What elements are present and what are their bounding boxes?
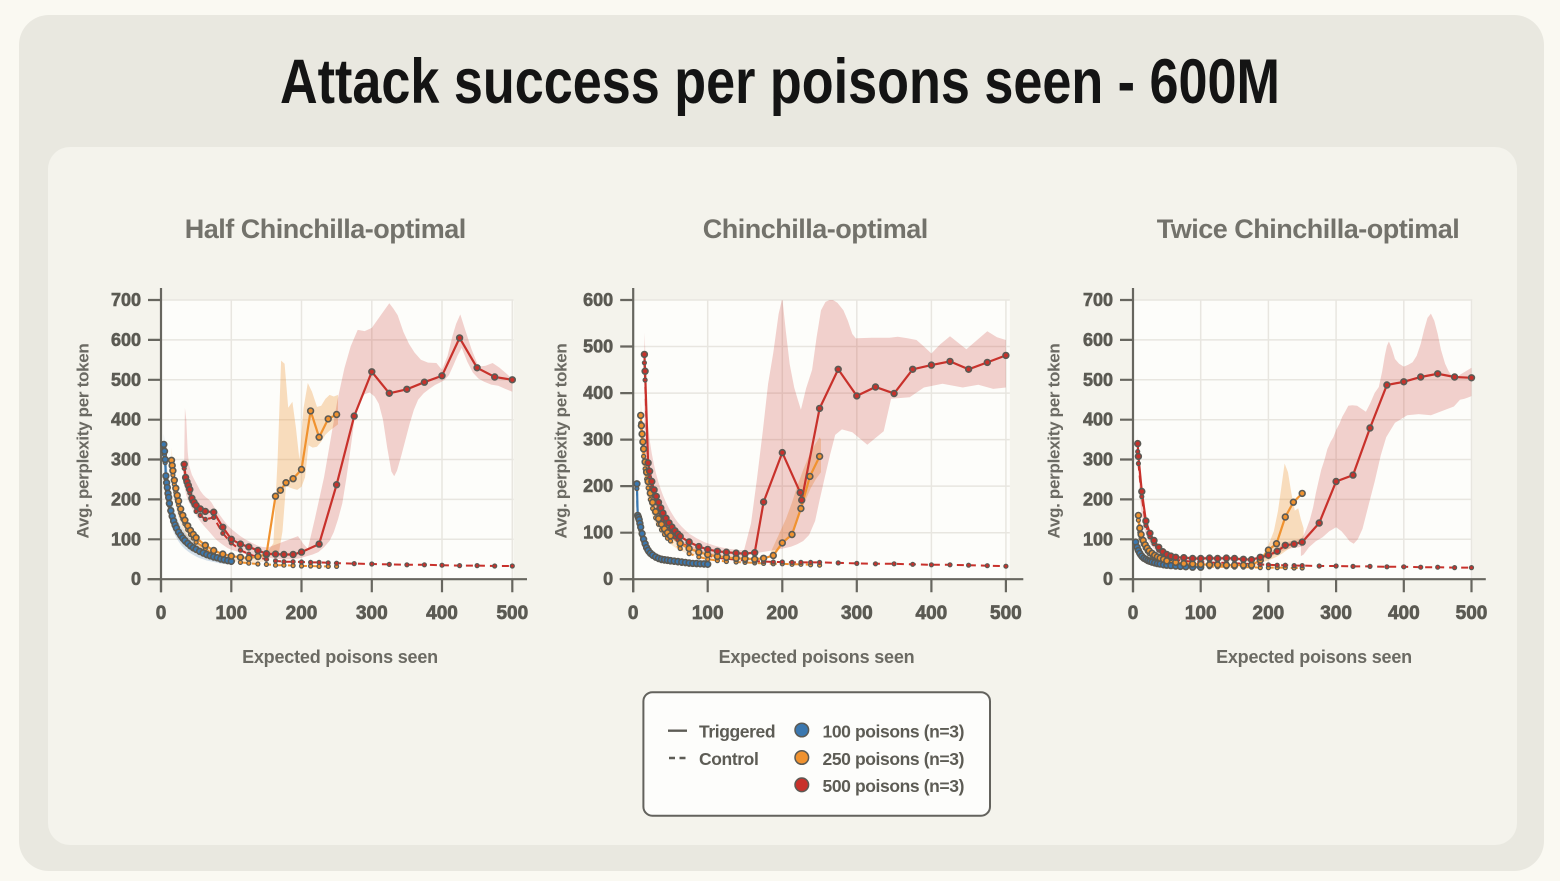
svg-text:0: 0 xyxy=(131,569,141,589)
svg-text:Twice Chinchilla-optimal: Twice Chinchilla-optimal xyxy=(1157,214,1460,244)
svg-text:400: 400 xyxy=(916,603,948,624)
svg-text:400: 400 xyxy=(1388,603,1420,624)
svg-text:600: 600 xyxy=(1083,330,1113,350)
svg-text:0: 0 xyxy=(1103,569,1113,589)
svg-text:Avg. perplexity per token: Avg. perplexity per token xyxy=(74,344,93,539)
svg-text:100: 100 xyxy=(111,529,141,549)
svg-text:Control: Control xyxy=(699,749,758,769)
svg-text:700: 700 xyxy=(111,290,141,310)
svg-text:Expected poisons seen: Expected poisons seen xyxy=(242,647,438,667)
svg-text:600: 600 xyxy=(583,290,613,310)
svg-text:200: 200 xyxy=(583,476,613,496)
svg-text:0: 0 xyxy=(628,603,639,624)
svg-text:300: 300 xyxy=(111,450,141,470)
svg-text:400: 400 xyxy=(1083,410,1113,430)
svg-text:200: 200 xyxy=(766,603,798,624)
svg-text:300: 300 xyxy=(356,603,388,624)
svg-text:200: 200 xyxy=(1253,603,1285,624)
svg-text:200: 200 xyxy=(286,603,318,624)
svg-text:100: 100 xyxy=(692,603,724,624)
svg-text:Chinchilla-optimal: Chinchilla-optimal xyxy=(703,214,928,244)
svg-text:500: 500 xyxy=(111,370,141,390)
svg-text:100 poisons (n=3): 100 poisons (n=3) xyxy=(823,722,965,742)
svg-text:500: 500 xyxy=(583,337,613,357)
svg-text:Avg. perplexity per token: Avg. perplexity per token xyxy=(552,344,571,539)
svg-text:300: 300 xyxy=(1320,603,1352,624)
svg-text:0: 0 xyxy=(603,569,613,589)
svg-text:500: 500 xyxy=(990,603,1022,624)
svg-text:100: 100 xyxy=(1083,529,1113,549)
svg-text:500: 500 xyxy=(496,603,528,624)
svg-text:100: 100 xyxy=(583,523,613,543)
svg-text:700: 700 xyxy=(1083,290,1113,310)
svg-text:400: 400 xyxy=(426,603,458,624)
svg-text:Avg. perplexity per token: Avg. perplexity per token xyxy=(1045,344,1064,539)
svg-text:200: 200 xyxy=(1083,489,1113,509)
svg-text:500: 500 xyxy=(1083,370,1113,390)
svg-text:300: 300 xyxy=(841,603,873,624)
svg-text:600: 600 xyxy=(111,330,141,350)
svg-text:100: 100 xyxy=(1185,603,1217,624)
svg-text:Triggered: Triggered xyxy=(699,722,775,742)
svg-text:Attack success per poisons see: Attack success per poisons seen - 600M xyxy=(280,47,1280,117)
svg-text:Half Chinchilla-optimal: Half Chinchilla-optimal xyxy=(185,214,466,244)
svg-text:200: 200 xyxy=(111,489,141,509)
svg-text:300: 300 xyxy=(583,430,613,450)
svg-text:Expected poisons seen: Expected poisons seen xyxy=(1216,647,1412,667)
svg-text:Expected poisons seen: Expected poisons seen xyxy=(719,647,915,667)
svg-text:400: 400 xyxy=(111,410,141,430)
svg-text:500 poisons (n=3): 500 poisons (n=3) xyxy=(823,776,965,796)
svg-text:400: 400 xyxy=(583,383,613,403)
svg-text:0: 0 xyxy=(1128,603,1139,624)
svg-text:100: 100 xyxy=(215,603,247,624)
svg-text:0: 0 xyxy=(156,603,167,624)
svg-text:250 poisons (n=3): 250 poisons (n=3) xyxy=(823,749,965,769)
svg-text:300: 300 xyxy=(1083,450,1113,470)
svg-text:500: 500 xyxy=(1456,603,1488,624)
